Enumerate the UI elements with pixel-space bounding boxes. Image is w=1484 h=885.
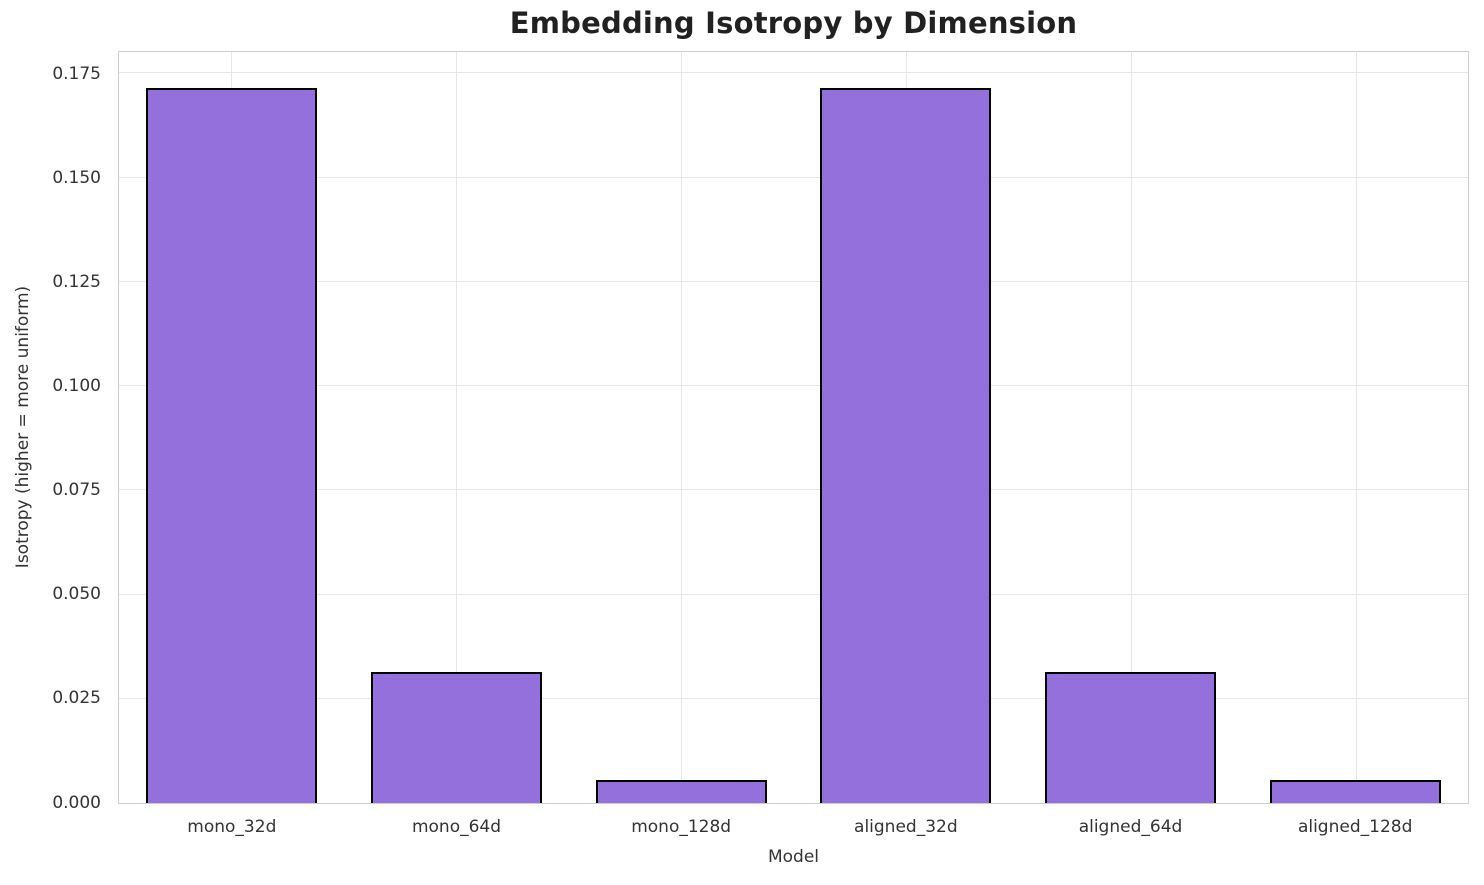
bar-mono_64d [370,671,542,803]
x-tick-label: aligned_32d [854,817,958,837]
y-tick-label: 0.100 [52,376,101,397]
bar-aligned_64d [1045,671,1217,803]
x-axis-label: Model [767,847,820,867]
x-tick-label: aligned_64d [1078,817,1183,837]
x-tick-label: mono_32d [187,817,277,837]
h-gridline [119,489,1468,491]
bar-aligned_32d [820,87,992,803]
v-gridline [1130,52,1132,803]
y-tick-label: 0.175 [52,63,101,84]
v-gridline [1355,52,1357,803]
h-gridline [119,72,1468,74]
y-tick-label: 0.150 [52,167,101,188]
y-tick-label: 0.000 [52,792,101,813]
y-tick-label: 0.025 [52,688,101,709]
bar-aligned_128d [1270,780,1441,803]
h-gridline [119,280,1468,282]
x-tick-label: mono_64d [411,817,502,837]
bar-mono_128d [595,780,767,803]
v-gridline [681,52,683,803]
x-tick-label: aligned_128d [1297,817,1413,837]
y-tick-labels: 0.000 0.025 0.050 0.075 0.100 0.125 0.150 0.175 [0,53,101,813]
y-tick-label: 0.075 [52,480,101,501]
h-gridline [119,593,1468,595]
bar-mono_32d [145,87,317,803]
v-gridline [456,52,458,803]
h-gridline [119,697,1468,699]
y-tick-label: 0.050 [52,584,101,605]
x-tick-labels: mono_32d mono_64d mono_128d aligned_32d alig… [120,817,1468,841]
chart-title: Embedding Isotropy by Dimension [509,6,1078,40]
y-tick-label: 0.125 [52,271,101,292]
h-gridline [119,176,1468,178]
h-gridline [119,385,1468,387]
x-tick-label: mono_128d [631,817,732,837]
plot-area [118,51,1469,804]
